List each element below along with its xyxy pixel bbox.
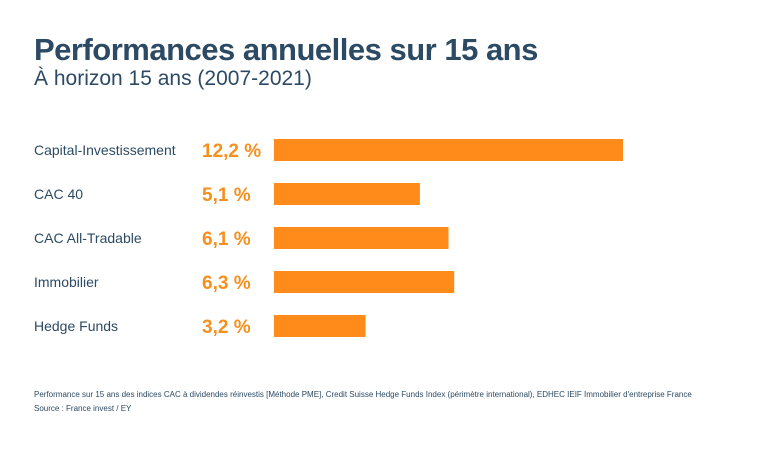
methodology-note: Performance sur 15 ans des indices CAC à… xyxy=(34,390,692,399)
category-label: CAC 40 xyxy=(34,186,83,202)
category-label: Capital-Investissement xyxy=(34,142,176,158)
chart-subtitle: À horizon 15 ans (2007-2021) xyxy=(34,67,312,90)
bar xyxy=(274,271,455,293)
bar xyxy=(274,183,420,205)
value-label: 5,1 % xyxy=(202,185,251,206)
category-label: Hedge Funds xyxy=(34,318,118,334)
value-label: 6,3 % xyxy=(202,273,251,294)
category-label: CAC All-Tradable xyxy=(34,230,142,246)
category-label: Immobilier xyxy=(34,274,99,290)
bar xyxy=(274,315,366,337)
chart-title: Performances annuelles sur 15 ans xyxy=(34,32,538,67)
bar xyxy=(274,139,623,161)
source-note: Source : France invest / EY xyxy=(34,404,132,413)
value-label: 6,1 % xyxy=(202,229,251,250)
bar xyxy=(274,227,449,249)
value-label: 3,2 % xyxy=(202,317,251,338)
value-label: 12,2 % xyxy=(202,141,261,162)
